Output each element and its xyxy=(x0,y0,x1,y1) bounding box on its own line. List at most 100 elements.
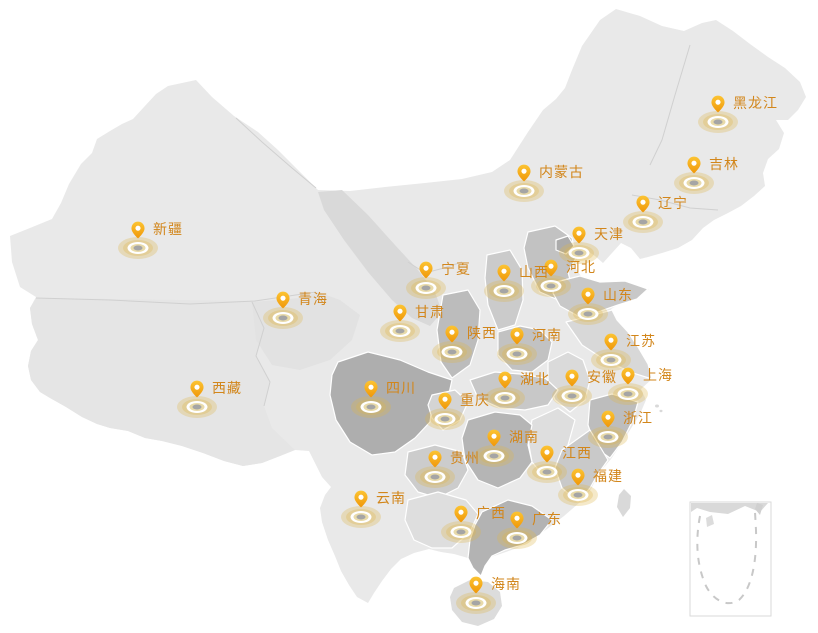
location-pin-icon[interactable] xyxy=(487,429,501,447)
marker-center-dot xyxy=(366,404,376,410)
region-tibet xyxy=(28,298,295,466)
province-label: 上海 xyxy=(643,367,673,383)
location-pin-icon[interactable] xyxy=(498,371,512,389)
province-label: 河北 xyxy=(566,259,596,275)
inset-taiwan xyxy=(755,503,763,515)
location-pin-icon[interactable] xyxy=(419,261,433,279)
marker-center-dot xyxy=(567,393,577,399)
location-pin-icon[interactable] xyxy=(581,287,595,305)
region-shandong xyxy=(552,275,649,317)
location-pin-icon[interactable] xyxy=(604,333,618,351)
province-label: 青海 xyxy=(298,291,328,307)
location-pin-icon[interactable] xyxy=(497,264,511,282)
province-label: 浙江 xyxy=(623,410,653,426)
marker-center-dot xyxy=(542,469,552,475)
province-label: 江西 xyxy=(562,445,592,461)
border-heilongjiang-neimenggu xyxy=(649,44,691,166)
province-label: 广西 xyxy=(476,505,506,521)
marker-center-dot xyxy=(512,535,522,541)
location-pin-icon[interactable] xyxy=(190,380,204,398)
marker-center-dot xyxy=(583,311,593,317)
marker-center-dot xyxy=(546,283,556,289)
location-pin-icon[interactable] xyxy=(354,490,368,508)
location-pin-icon[interactable] xyxy=(636,195,650,213)
location-pin-icon[interactable] xyxy=(571,468,585,486)
location-pin-icon[interactable] xyxy=(131,221,145,239)
province-label: 西藏 xyxy=(212,380,242,396)
marker-center-dot xyxy=(447,349,457,355)
province-label: 甘肃 xyxy=(415,304,445,320)
province-label: 四川 xyxy=(386,380,416,396)
border-xinjiang-tibet xyxy=(35,291,317,305)
region-fujian xyxy=(554,429,609,503)
marker-center-dot xyxy=(430,474,440,480)
marker-center-dot xyxy=(573,492,583,498)
marker-center-dot xyxy=(638,219,648,225)
province-label: 河南 xyxy=(532,327,562,343)
zhoushan-islet xyxy=(655,404,659,408)
border-tibet-qinghai xyxy=(251,301,271,407)
marker-center-dot xyxy=(421,285,431,291)
marker-center-dot xyxy=(519,188,529,194)
location-pin-icon[interactable] xyxy=(438,392,452,410)
marker-center-dot xyxy=(278,315,288,321)
location-pin-icon[interactable] xyxy=(428,450,442,468)
province-label: 新疆 xyxy=(153,221,183,237)
province-label: 天津 xyxy=(594,226,624,242)
region-qinghai xyxy=(252,292,360,370)
province-label: 江苏 xyxy=(626,333,656,349)
marker-center-dot xyxy=(512,351,522,357)
location-pin-icon[interactable] xyxy=(565,369,579,387)
zhoushan-islet xyxy=(659,409,663,413)
province-label: 湖北 xyxy=(520,371,550,387)
location-pin-icon[interactable] xyxy=(544,259,558,277)
marker-center-dot xyxy=(395,328,405,334)
location-pin-icon[interactable] xyxy=(601,410,615,428)
province-label: 海南 xyxy=(491,576,521,592)
marker-center-dot xyxy=(499,288,509,294)
marker-center-dot xyxy=(133,245,143,251)
province-label: 云南 xyxy=(376,490,406,506)
province-label: 山西 xyxy=(519,264,549,280)
province-label: 宁夏 xyxy=(441,261,471,277)
taiwan-island xyxy=(617,489,631,517)
marker-center-dot xyxy=(471,600,481,606)
region-gansu xyxy=(318,190,442,326)
province-label: 辽宁 xyxy=(658,195,688,211)
border-xinjiang-gansu xyxy=(235,117,317,189)
inset-coast xyxy=(691,503,768,514)
province-label: 安徽 xyxy=(587,369,617,385)
location-pin-icon[interactable] xyxy=(517,164,531,182)
marker-center-dot xyxy=(623,391,633,397)
marker-center-dot xyxy=(574,250,584,256)
marker-center-dot xyxy=(456,529,466,535)
location-pin-icon[interactable] xyxy=(469,576,483,594)
location-pin-icon[interactable] xyxy=(276,291,290,309)
location-pin-icon[interactable] xyxy=(454,505,468,523)
inset-hainan xyxy=(706,515,714,527)
location-pin-icon[interactable] xyxy=(621,367,635,385)
location-pin-icon[interactable] xyxy=(540,445,554,463)
location-pin-icon[interactable] xyxy=(687,156,701,174)
location-pin-icon[interactable] xyxy=(572,226,586,244)
location-pin-icon[interactable] xyxy=(510,511,524,529)
marker-center-dot xyxy=(489,453,499,459)
province-label: 重庆 xyxy=(460,392,490,408)
province-label: 贵州 xyxy=(450,450,480,466)
marker-center-dot xyxy=(689,180,699,186)
location-pin-icon[interactable] xyxy=(364,380,378,398)
location-pin-icon[interactable] xyxy=(711,95,725,113)
location-pin-icon[interactable] xyxy=(445,325,459,343)
marker-center-dot xyxy=(603,434,613,440)
marker-center-dot xyxy=(606,357,616,363)
marker-center-dot xyxy=(440,416,450,422)
province-label: 内蒙古 xyxy=(539,164,584,180)
marker-center-dot xyxy=(356,514,366,520)
location-pin-icon[interactable] xyxy=(510,327,524,345)
south-china-sea-inset xyxy=(689,501,772,617)
border-neimenggu-ningxia xyxy=(407,261,463,274)
marker-center-dot xyxy=(713,119,723,125)
location-pin-icon[interactable] xyxy=(393,304,407,322)
